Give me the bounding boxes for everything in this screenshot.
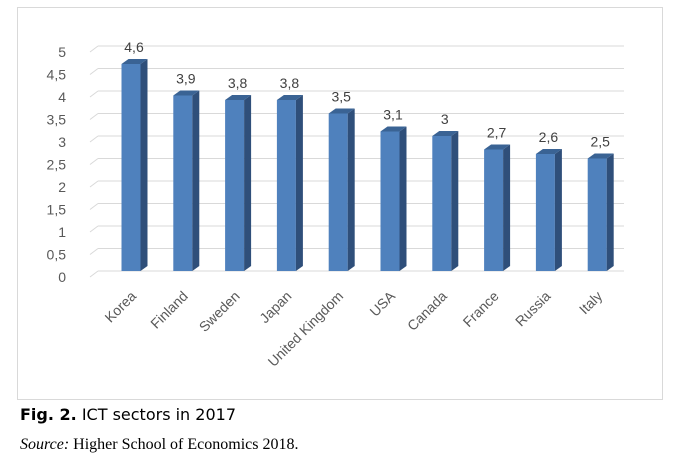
bar-side: [244, 95, 252, 271]
y-tick-label: 1,5: [47, 202, 67, 218]
bar: [484, 149, 504, 271]
bar: [276, 100, 296, 271]
gridline-depth: [89, 225, 99, 233]
bar-chart: 0 0,5 1 1,5 2 2,5 3 3,5 4 4,5 5 4,6 3,9 3,8 3,8 3,5 3,1…: [47, 39, 624, 370]
bar-side: [295, 95, 303, 271]
bar: [225, 100, 245, 271]
data-label: 3,1: [383, 107, 403, 123]
bar: [535, 154, 555, 271]
gridline-depth: [89, 113, 99, 120]
y-tick-label: 2,5: [47, 157, 67, 173]
bar-top: [225, 95, 252, 100]
figure-label: Fig. 2.: [20, 405, 77, 424]
bar-side: [503, 144, 511, 271]
figure-source: Source: Higher School of Economics 2018.: [20, 436, 298, 454]
chart-area: 0 0,5 1 1,5 2 2,5 3 3,5 4 4,5 5 4,6 3,9 3,8 3,8 3,5 3,1…: [17, 7, 663, 400]
y-tick-label: 3,5: [47, 112, 67, 128]
bar-top: [276, 95, 303, 100]
bar-top: [380, 126, 407, 132]
bar-side: [399, 126, 407, 271]
source-text: Higher School of Economics 2018.: [69, 436, 299, 453]
data-label: 3,9: [176, 71, 196, 87]
x-tick-label: Finland: [147, 288, 191, 332]
figure-title: ICT sectors in 2017: [76, 405, 236, 424]
x-tick-label: Russia: [512, 288, 554, 330]
bar: [173, 95, 193, 271]
bar-top: [328, 108, 355, 114]
bars: [121, 59, 614, 271]
x-tick-label: Sweden: [196, 288, 243, 335]
bar-side: [451, 131, 459, 271]
gridline-depth: [89, 45, 99, 53]
y-tick-label: 4: [58, 89, 66, 105]
x-tick-label: Japan: [256, 288, 294, 326]
bar-top: [432, 131, 459, 136]
gridline-depth: [89, 203, 99, 210]
x-tick-label: Canada: [404, 288, 450, 334]
bar: [587, 158, 607, 271]
y-tick-label: 5: [58, 44, 66, 60]
x-tick-label: Italy: [576, 288, 605, 317]
y-tick-label: 3: [58, 134, 66, 150]
y-tick-label: 0,5: [47, 247, 67, 263]
bar-side: [140, 59, 148, 271]
y-tick-label: 2: [58, 179, 66, 195]
gridline-depth: [89, 180, 99, 188]
gridline-depth: [89, 135, 99, 143]
x-tick-label: France: [460, 288, 502, 330]
x-tick-label: Korea: [101, 288, 139, 326]
bar-side: [192, 90, 200, 271]
data-label: 2,6: [539, 129, 559, 145]
source-label: Source:: [20, 436, 70, 453]
bar-top: [535, 149, 562, 154]
bar: [328, 113, 348, 271]
bar-top: [587, 153, 614, 159]
gridline-depth: [89, 270, 99, 278]
bar-top: [173, 90, 200, 96]
data-label: 3,5: [331, 89, 351, 105]
bar-top: [121, 59, 148, 64]
bar-side: [606, 153, 614, 271]
y-tick-label: 1: [58, 224, 66, 240]
gridline-depth: [89, 68, 99, 75]
x-tick-label: USA: [366, 287, 398, 319]
gridline-depth: [89, 158, 99, 165]
data-label: 3,8: [280, 75, 300, 91]
data-label: 3: [441, 111, 449, 127]
y-tick-label: 4,5: [47, 67, 67, 83]
figure-caption: Fig. 2. ICT sectors in 2017: [20, 405, 236, 424]
data-label: 3,8: [228, 75, 248, 91]
data-label: 2,5: [590, 134, 610, 150]
bar-side: [347, 108, 355, 271]
bar-side: [554, 149, 562, 271]
gridline-depth: [89, 90, 99, 98]
data-label: 4,6: [124, 39, 144, 55]
data-label: 2,7: [487, 125, 507, 141]
data-labels: 4,6 3,9 3,8 3,8 3,5 3,1 3 2,7 2,6 2,5: [124, 39, 610, 150]
y-tick-label: 0: [58, 269, 66, 285]
y-axis-ticks: 0 0,5 1 1,5 2 2,5 3 3,5 4 4,5 5: [47, 44, 67, 285]
bar: [432, 136, 452, 271]
bar-top: [484, 144, 511, 150]
bar: [380, 131, 400, 271]
gridline-depth: [89, 248, 99, 255]
bar: [121, 64, 141, 271]
